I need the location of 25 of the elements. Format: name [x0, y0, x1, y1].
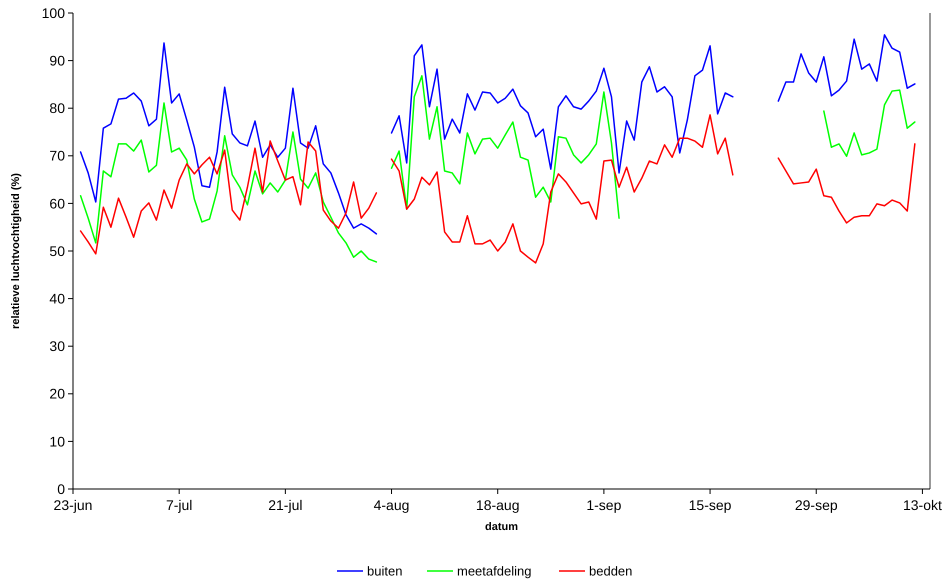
x-tick-label: 13-okt	[902, 497, 942, 513]
x-tick-label: 21-jul	[268, 497, 302, 513]
x-tick-label: 29-sep	[794, 497, 838, 513]
x-tick-label: 18-aug	[476, 497, 520, 513]
x-tick-label: 7-jul	[166, 497, 192, 513]
x-tick-label: 1-sep	[586, 497, 622, 513]
y-tick-label: 40	[49, 290, 66, 306]
y-tick-label: 90	[49, 52, 66, 68]
y-tick-label: 30	[49, 338, 66, 354]
y-tick-label: 70	[49, 148, 66, 164]
x-tick-label: 4-aug	[374, 497, 410, 513]
y-tick-label: 0	[57, 480, 66, 497]
legend-label: buiten	[367, 564, 402, 579]
y-tick-label: 10	[49, 433, 66, 450]
y-tick-label: 100	[42, 4, 66, 21]
y-tick-label: 80	[49, 100, 66, 116]
x-axis-title: datum	[485, 520, 518, 533]
y-tick-label: 60	[49, 195, 66, 212]
legend-label: bedden	[589, 564, 632, 579]
x-tick-label: 23-jun	[54, 497, 92, 513]
legend-label: meetafdeling	[457, 564, 532, 579]
y-tick-label: 50	[49, 242, 66, 259]
y-tick-label: 20	[49, 386, 66, 402]
x-tick-label: 15-sep	[688, 497, 732, 513]
y-axis-title: relatieve luchtvochtigheid (%)	[10, 172, 22, 329]
